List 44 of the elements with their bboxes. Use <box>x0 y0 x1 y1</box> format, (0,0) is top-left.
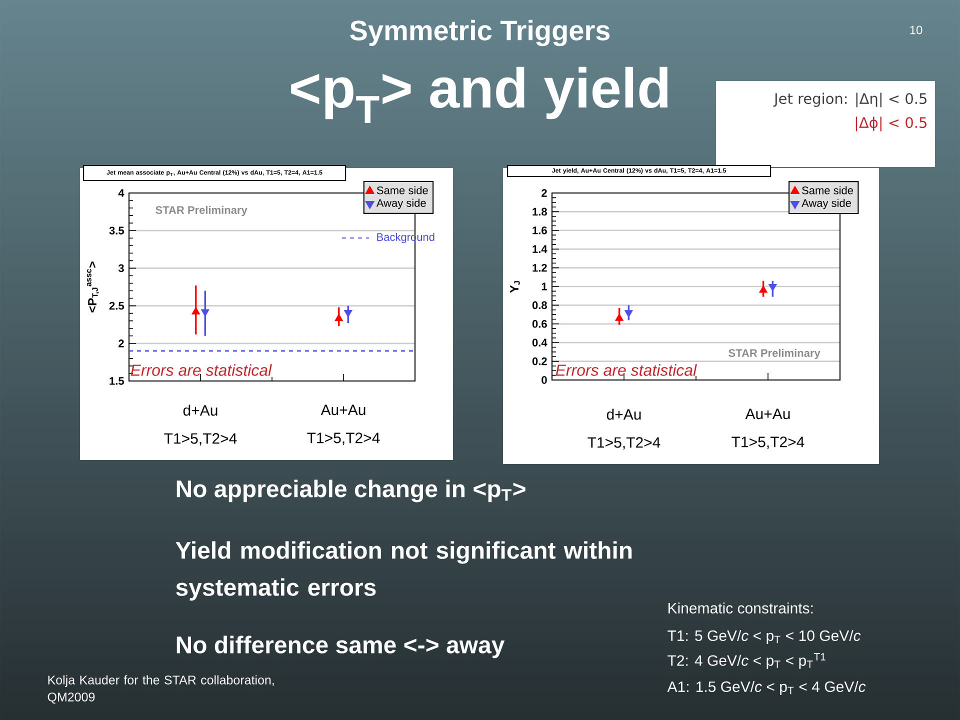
y-tick-label: 0 <box>542 376 547 384</box>
text: No appreciable change in <p$_{T}$> <box>176 480 526 502</box>
y-tick-label: 1 <box>542 282 547 290</box>
text: T1: 5 GeV/c < p$_{T}$ < 10 GeV/c <box>668 630 861 644</box>
y-tick-label: 2.5 <box>109 302 124 310</box>
y-tick-label: 3 <box>118 264 124 272</box>
x-tick-label: Au+Au T1>5,T2>4 <box>307 404 380 445</box>
text: 10 <box>910 26 922 34</box>
y-axis-title: <P$_{T,J}$$^{assc}$> <box>86 262 99 312</box>
annotation: STAR Preliminary <box>728 348 820 360</box>
y-tick-label: 2 <box>542 189 547 197</box>
y-tick-label: 2 <box>118 340 124 348</box>
annotation: STAR Preliminary <box>156 206 248 216</box>
text: A1: 1.5 GeV/c < p$_{T}$ < 4 GeV/c <box>667 681 866 695</box>
text: No difference same <-> away <box>176 636 505 658</box>
annotation: Errors are statistical <box>130 364 272 376</box>
y-tick-label: 3.5 <box>109 226 124 234</box>
legend-label: Away side <box>376 198 426 210</box>
y-tick-label: 1.6 <box>532 226 547 234</box>
text: <p$_{T}$> and yield <box>291 66 668 124</box>
y-tick-label: 1.8 <box>532 208 547 216</box>
legend-label: Away side <box>802 198 851 210</box>
text: Kolja Kauder for the STAR collaboration, QM2009 <box>48 675 274 704</box>
y-tick-label: 0.6 <box>532 320 547 328</box>
legend-label: Same side <box>802 186 854 194</box>
x-tick-label: d+Au T1>5,T2>4 <box>588 408 660 450</box>
y-axis-title: Y$_{J}$ <box>510 281 520 293</box>
x-tick-label: Au+Au T1>5,T2>4 <box>732 408 804 449</box>
y-tick-label: 0.2 <box>532 357 547 366</box>
y-tick-label: 1.2 <box>532 264 547 272</box>
y-tick-label: 0.8 <box>532 301 547 310</box>
annotation: Errors are statistical <box>556 364 697 376</box>
legend-label: Same side <box>376 186 428 194</box>
y-tick-label: 1.5 <box>110 377 124 385</box>
y-tick-label: 0.4 <box>532 338 548 346</box>
x-tick-label: d+Au T1>5,T2>4 <box>164 404 237 446</box>
text: Symmetric Triggers <box>350 20 610 46</box>
text: Kinematic constraints: <box>668 602 813 614</box>
text: Yield modification not significant within systematic errors <box>176 541 632 601</box>
text: Jet region: |Δη| < 0.5 <box>773 92 926 108</box>
text: |Δϕ| < 0.5 <box>856 116 926 132</box>
text: T2: 4 GeV/c < p$_{T}$ < p$_{T}$T1 <box>668 653 826 669</box>
y-tick-label: 1.4 <box>532 245 548 253</box>
y-tick-label: 4 <box>118 189 124 197</box>
